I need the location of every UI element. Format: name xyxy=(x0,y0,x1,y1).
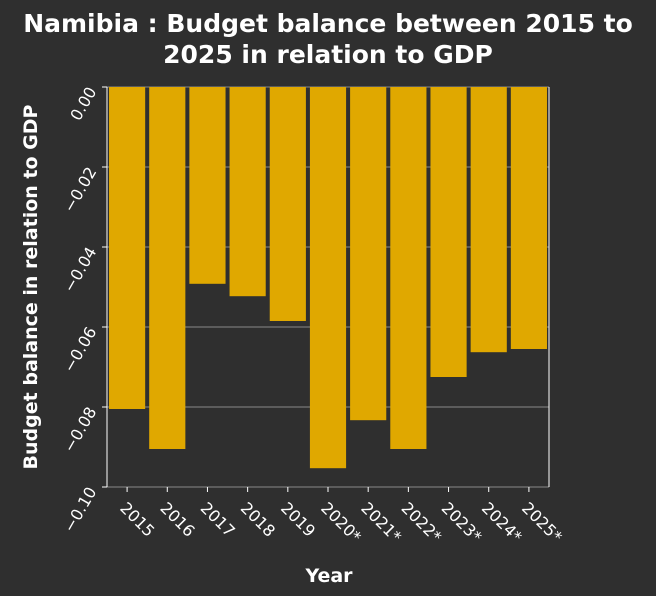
bar-2023-est xyxy=(430,87,467,377)
bars xyxy=(109,87,547,469)
x-tick-label: 2017 xyxy=(197,498,239,540)
y-tick-label: −0.10 xyxy=(59,484,100,536)
bar-2019 xyxy=(269,87,306,321)
x-tick-label: 2022* xyxy=(398,498,446,546)
bar-2021-est xyxy=(350,87,387,421)
bar-2016 xyxy=(149,87,186,449)
y-axis-label: Budget balance in relation to GDP xyxy=(20,104,42,469)
bar-2025-est xyxy=(510,87,547,349)
y-tick-label: −0.02 xyxy=(59,164,100,216)
bar-2024-est xyxy=(470,87,507,353)
x-tick-label: 2018 xyxy=(237,498,279,540)
y-tick-label: −0.04 xyxy=(59,244,100,296)
x-axis-label: Year xyxy=(304,565,353,587)
x-tick-label: 2020* xyxy=(317,498,365,546)
x-tick-label: 2025* xyxy=(518,498,566,546)
bar-2017 xyxy=(189,87,226,284)
bar-2020-est xyxy=(309,87,347,469)
x-tick-label: 2021* xyxy=(357,498,405,546)
x-tick-label: 2015 xyxy=(116,498,158,540)
x-tick-label: 2019 xyxy=(277,498,319,540)
y-tick-label: −0.06 xyxy=(59,324,100,376)
y-tick-label: −0.08 xyxy=(59,404,100,456)
bar-2018 xyxy=(229,87,266,297)
bar-2015 xyxy=(109,87,146,409)
bar-2022-est xyxy=(390,87,427,449)
y-tick-label: 0.00 xyxy=(66,84,100,124)
chart-title-line-1: Namibia : Budget balance between 2015 to xyxy=(23,9,633,38)
x-tick-label: 2016 xyxy=(156,498,198,540)
chart-title-line-2: 2025 in relation to GDP xyxy=(163,40,493,69)
x-tick-label: 2023* xyxy=(438,498,486,546)
x-tick-label: 2024* xyxy=(478,498,526,546)
